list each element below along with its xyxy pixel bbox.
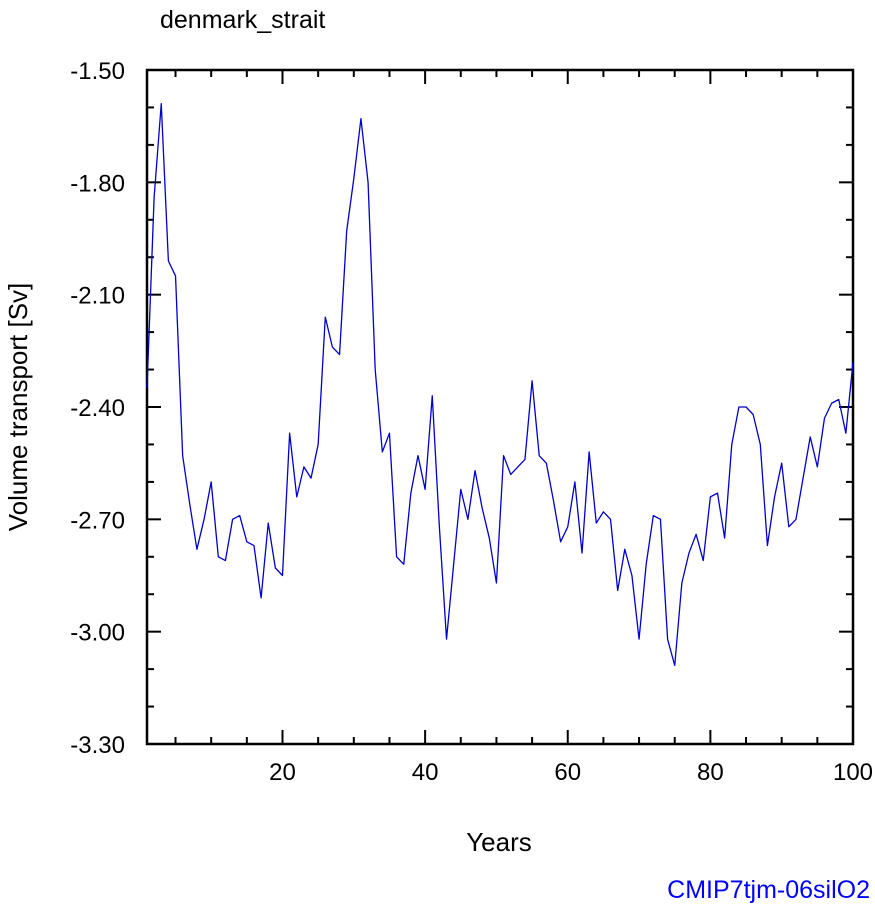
x-tick-label: 80 bbox=[697, 759, 724, 786]
y-tick-label: -2.70 bbox=[70, 507, 125, 534]
y-tick-label: -2.10 bbox=[70, 283, 125, 310]
credit-label: CMIP7tjm-06silO2 bbox=[667, 876, 870, 904]
x-tick-label: 100 bbox=[833, 759, 873, 786]
y-tick-label: -2.40 bbox=[70, 395, 125, 422]
x-axis-title: Years bbox=[466, 827, 532, 857]
x-tick-label: 40 bbox=[412, 759, 439, 786]
plot-frame bbox=[145, 68, 855, 746]
series-line bbox=[146, 103, 854, 667]
x-tick-label: 20 bbox=[269, 759, 296, 786]
y-tick-label: -1.80 bbox=[70, 170, 125, 197]
y-axis-title: Volume transport [Sv] bbox=[3, 283, 33, 532]
y-tick-label: -3.30 bbox=[70, 732, 125, 759]
y-tick-label: -1.50 bbox=[70, 58, 125, 85]
axis-ticks bbox=[147, 69, 854, 745]
x-tick-label: 60 bbox=[554, 759, 581, 786]
y-tick-label: -3.00 bbox=[70, 620, 125, 647]
axis-tick-labels: 20 40 60 80 100 -1.50 -1.80 -2.10 -2.40 -2.70 -3.0… bbox=[70, 58, 873, 786]
chart-title: denmark_strait bbox=[160, 6, 325, 34]
